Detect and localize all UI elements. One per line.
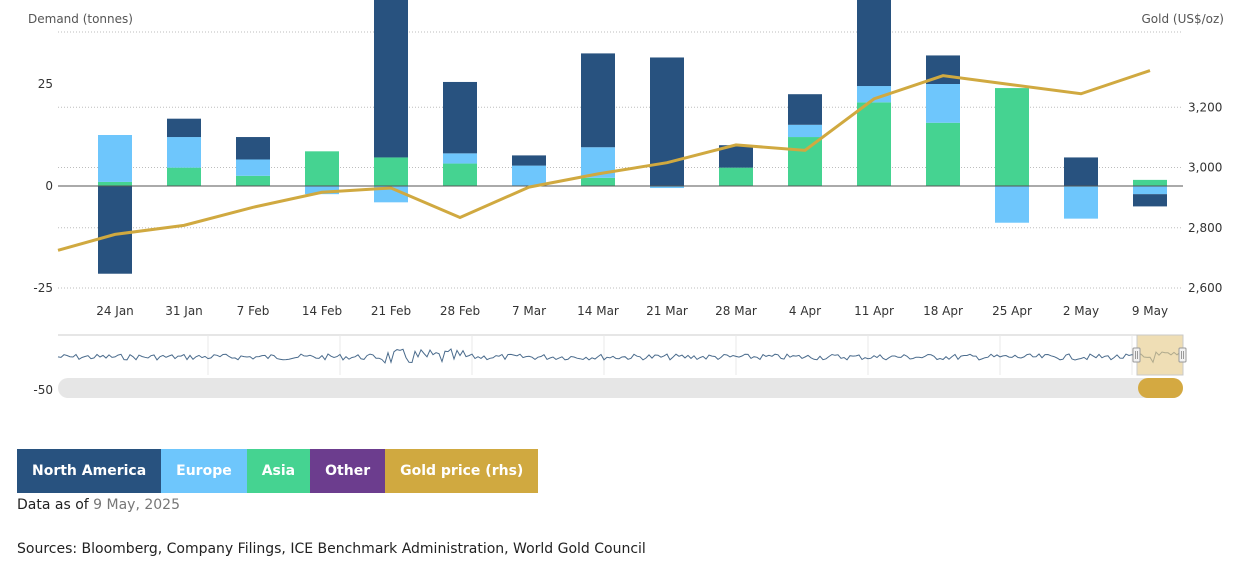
x-tick-label: 14 Mar bbox=[577, 304, 619, 318]
bar-asia[interactable] bbox=[581, 177, 615, 186]
right-axis-title: Gold (US$/oz) bbox=[1142, 12, 1225, 26]
bar-asia[interactable] bbox=[98, 181, 132, 186]
data-as-of-label: Data as of bbox=[17, 497, 89, 513]
bar-europe[interactable] bbox=[443, 153, 477, 164]
bar-asia[interactable] bbox=[926, 122, 960, 186]
bar-north-america[interactable] bbox=[788, 94, 822, 125]
x-tick-label: 11 Apr bbox=[854, 304, 894, 318]
bar-north-america[interactable] bbox=[650, 57, 684, 187]
bar-asia[interactable] bbox=[443, 163, 477, 186]
x-tick-label: 28 Mar bbox=[715, 304, 757, 318]
bar-north-america[interactable] bbox=[167, 118, 201, 138]
x-tick-label: 7 Mar bbox=[512, 304, 546, 318]
x-tick-label: 9 May bbox=[1132, 304, 1168, 318]
x-tick-label: 28 Feb bbox=[440, 304, 480, 318]
bar-europe[interactable] bbox=[926, 84, 960, 123]
left-axis: -50-2502550 bbox=[33, 77, 53, 397]
x-tick-label: 14 Feb bbox=[302, 304, 342, 318]
bar-europe[interactable] bbox=[1133, 186, 1167, 195]
scrollbar-track[interactable] bbox=[58, 378, 1183, 398]
navigator-series bbox=[57, 348, 1184, 365]
sources-note: Sources: Bloomberg, Company Filings, ICE… bbox=[17, 541, 646, 557]
bars bbox=[98, 0, 1167, 274]
bar-north-america[interactable] bbox=[443, 81, 477, 154]
bar-europe[interactable] bbox=[995, 186, 1029, 223]
x-tick-label: 2 May bbox=[1063, 304, 1099, 318]
left-tick-label: -25 bbox=[33, 281, 53, 295]
scrollbar-thumb[interactable] bbox=[1138, 378, 1183, 398]
legend: North America Europe Asia Other Gold pri… bbox=[17, 449, 539, 493]
x-tick-label: 4 Apr bbox=[789, 304, 821, 318]
legend-north-america[interactable]: North America bbox=[17, 449, 162, 493]
legend-gold-price[interactable]: Gold price (rhs) bbox=[385, 449, 539, 493]
x-tick-label: 25 Apr bbox=[992, 304, 1032, 318]
bar-asia[interactable] bbox=[719, 167, 753, 186]
bar-asia[interactable] bbox=[1133, 179, 1167, 186]
bar-europe[interactable] bbox=[1064, 186, 1098, 219]
legend-asia[interactable]: Asia bbox=[246, 449, 311, 493]
bar-asia[interactable] bbox=[167, 167, 201, 186]
bar-north-america[interactable] bbox=[98, 186, 132, 274]
gold-price-line-layer bbox=[57, 69, 1151, 252]
bar-asia[interactable] bbox=[236, 175, 270, 186]
left-axis-title: Demand (tonnes) bbox=[28, 12, 133, 26]
navigator-selected-range[interactable] bbox=[1136, 334, 1184, 376]
bar-north-america[interactable] bbox=[857, 0, 891, 87]
bar-europe[interactable] bbox=[512, 165, 546, 186]
navigator-left-handle[interactable] bbox=[1132, 347, 1141, 363]
data-as-of: Data as of 9 May, 2025 bbox=[17, 497, 180, 513]
bar-asia[interactable] bbox=[374, 157, 408, 186]
bar-europe[interactable] bbox=[305, 186, 339, 195]
bar-north-america[interactable] bbox=[581, 53, 615, 148]
bar-europe[interactable] bbox=[167, 137, 201, 168]
bar-north-america[interactable] bbox=[512, 155, 546, 166]
bar-asia[interactable] bbox=[788, 137, 822, 186]
gold-price-line[interactable] bbox=[57, 69, 1151, 252]
bar-asia[interactable] bbox=[305, 151, 339, 186]
bar-north-america[interactable] bbox=[374, 0, 408, 158]
bar-europe[interactable] bbox=[236, 159, 270, 176]
bar-europe[interactable] bbox=[98, 135, 132, 182]
right-tick-label: 3,200 bbox=[1188, 100, 1222, 114]
x-tick-label: 21 Feb bbox=[371, 304, 411, 318]
x-tick-label: 7 Feb bbox=[237, 304, 270, 318]
left-tick-label: 0 bbox=[45, 179, 53, 193]
x-tick-label: 18 Apr bbox=[923, 304, 963, 318]
x-tick-label: 24 Jan bbox=[96, 304, 134, 318]
x-tick-label: 21 Mar bbox=[646, 304, 688, 318]
navigator-right-handle[interactable] bbox=[1178, 347, 1187, 363]
bar-asia[interactable] bbox=[995, 88, 1029, 186]
legend-europe[interactable]: Europe bbox=[161, 449, 247, 493]
bar-asia[interactable] bbox=[857, 102, 891, 186]
bar-europe[interactable] bbox=[857, 86, 891, 103]
left-tick-label: 25 bbox=[38, 77, 53, 91]
bar-europe[interactable] bbox=[650, 186, 684, 189]
x-tick-label: 31 Jan bbox=[165, 304, 203, 318]
right-tick-label: 2,800 bbox=[1188, 221, 1222, 235]
right-axis: 2,600 2,800 3,000 3,200 bbox=[1188, 100, 1222, 295]
bar-europe[interactable] bbox=[788, 124, 822, 138]
data-as-of-date: 9 May, 2025 bbox=[93, 497, 180, 513]
left-tick-label: -50 bbox=[33, 383, 53, 397]
bar-north-america[interactable] bbox=[719, 145, 753, 168]
bar-north-america[interactable] bbox=[1133, 194, 1167, 207]
legend-other[interactable]: Other bbox=[310, 449, 386, 493]
navigator[interactable] bbox=[57, 334, 1187, 376]
chart: Demand (tonnes) Gold (US$/oz) -50-250255… bbox=[28, 0, 1225, 398]
right-tick-label: 3,000 bbox=[1188, 161, 1222, 175]
bar-north-america[interactable] bbox=[1064, 157, 1098, 186]
x-axis: 24 Jan 31 Jan 7 Feb 14 Feb 21 Feb 28 Feb 7 Mar… bbox=[96, 304, 1168, 318]
right-tick-label: 2,600 bbox=[1188, 281, 1222, 295]
bar-north-america[interactable] bbox=[236, 137, 270, 160]
